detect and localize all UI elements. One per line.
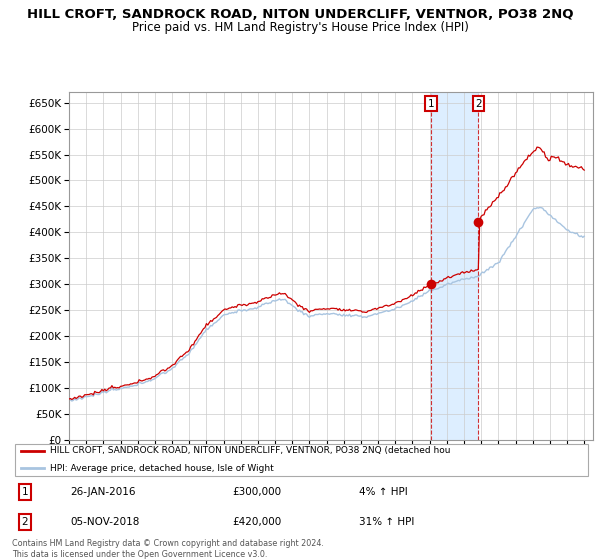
Text: 1: 1 <box>22 487 28 497</box>
Text: 1: 1 <box>428 99 434 109</box>
Bar <box>431 92 478 440</box>
Text: £300,000: £300,000 <box>232 487 281 497</box>
Text: HILL CROFT, SANDROCK ROAD, NITON UNDERCLIFF, VENTNOR, PO38 2NQ (detached hou: HILL CROFT, SANDROCK ROAD, NITON UNDERCL… <box>50 446 450 455</box>
Text: 4% ↑ HPI: 4% ↑ HPI <box>359 487 408 497</box>
Text: 26-JAN-2016: 26-JAN-2016 <box>70 487 136 497</box>
Text: 31% ↑ HPI: 31% ↑ HPI <box>359 517 415 526</box>
Text: HILL CROFT, SANDROCK ROAD, NITON UNDERCLIFF, VENTNOR, PO38 2NQ: HILL CROFT, SANDROCK ROAD, NITON UNDERCL… <box>27 8 573 21</box>
Text: HPI: Average price, detached house, Isle of Wight: HPI: Average price, detached house, Isle… <box>50 464 274 473</box>
Text: £420,000: £420,000 <box>232 517 281 526</box>
Text: 2: 2 <box>22 517 28 526</box>
Text: 2: 2 <box>475 99 482 109</box>
Text: Contains HM Land Registry data © Crown copyright and database right 2024.
This d: Contains HM Land Registry data © Crown c… <box>12 539 324 559</box>
Text: Price paid vs. HM Land Registry's House Price Index (HPI): Price paid vs. HM Land Registry's House … <box>131 21 469 34</box>
FancyBboxPatch shape <box>15 444 588 476</box>
Text: 05-NOV-2018: 05-NOV-2018 <box>70 517 139 526</box>
